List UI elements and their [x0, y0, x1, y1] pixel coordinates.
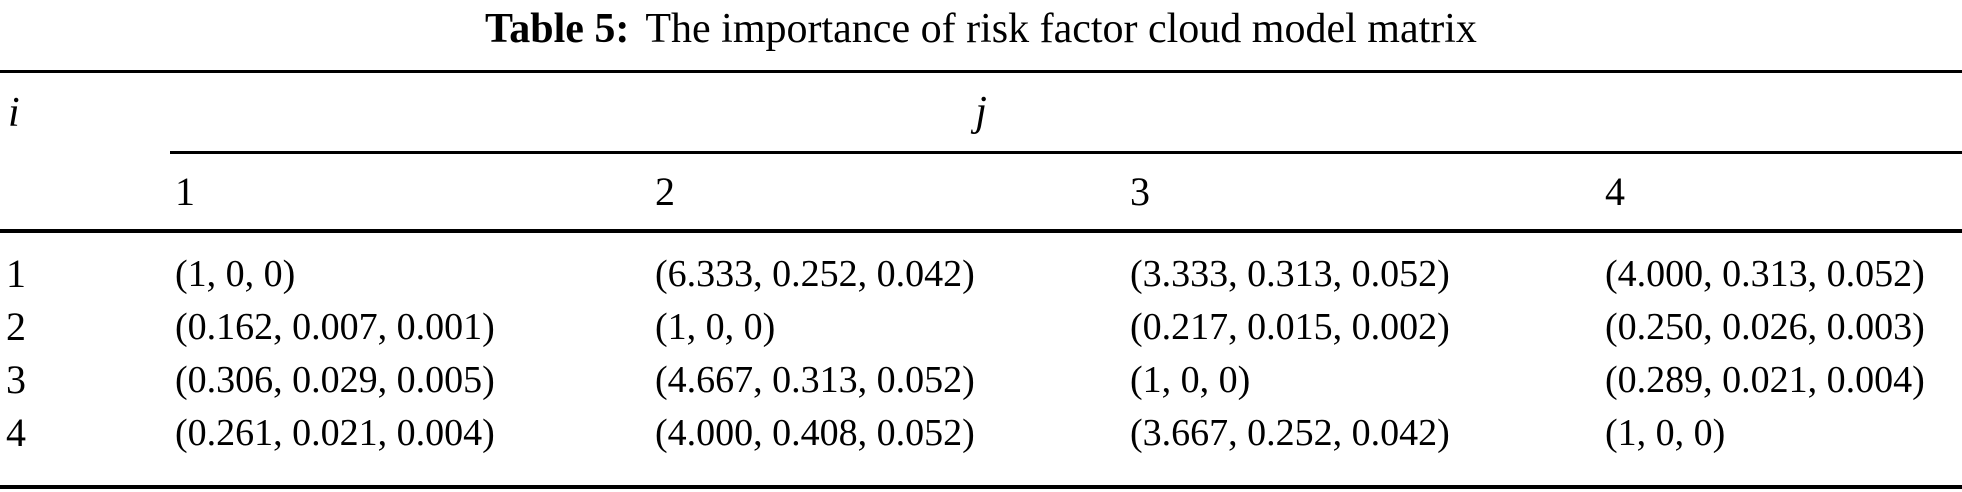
- row-label-4: 4: [6, 410, 26, 455]
- matrix-cell-1-3: (3.333, 0.313, 0.052): [1130, 252, 1450, 295]
- row-label-3: 3: [6, 357, 26, 402]
- matrix-cell-4-4: (1, 0, 0): [1605, 411, 1726, 454]
- table-column-header-row: 1 2 3 4: [0, 152, 1962, 233]
- matrix-cell-1-2: (6.333, 0.252, 0.042): [655, 252, 975, 295]
- matrix-cell-4-2: (4.000, 0.408, 0.052): [655, 411, 975, 454]
- column-header-1: 1: [170, 152, 650, 233]
- risk-factor-cloud-model-matrix-table: i j 1 2 3 4 1 (1, 0, 0) (6.333, 0.252, 0…: [0, 70, 1962, 489]
- table-row: 2 (0.162, 0.007, 0.001) (1, 0, 0) (0.217…: [0, 300, 1962, 353]
- column-header-4: 4: [1600, 152, 1962, 233]
- matrix-cell-1-4: (4.000, 0.313, 0.052): [1605, 252, 1925, 295]
- matrix-cell-1-1: (1, 0, 0): [175, 252, 296, 295]
- table-row: 4 (0.261, 0.021, 0.004) (4.000, 0.408, 0…: [0, 406, 1962, 487]
- column-header-2: 2: [650, 152, 1125, 233]
- table-caption: Table 5: The importance of risk factor cl…: [0, 0, 1962, 70]
- matrix-cell-4-1: (0.261, 0.021, 0.004): [175, 411, 495, 454]
- matrix-cell-3-3: (1, 0, 0): [1130, 358, 1251, 401]
- matrix-cell-3-2: (4.667, 0.313, 0.052): [655, 358, 975, 401]
- matrix-cell-2-3: (0.217, 0.015, 0.002): [1130, 305, 1450, 348]
- table-row: 1 (1, 0, 0) (6.333, 0.252, 0.042) (3.333…: [0, 231, 1962, 300]
- matrix-cell-2-4: (0.250, 0.026, 0.003): [1605, 305, 1925, 348]
- table-group-header-row: i j: [0, 71, 1962, 154]
- table-caption-label: Table 5:: [485, 6, 630, 52]
- header-spacer-cell: [0, 152, 170, 233]
- matrix-cell-2-2: (1, 0, 0): [655, 305, 776, 348]
- row-label-2: 2: [6, 304, 26, 349]
- row-index-header-i: i: [8, 89, 20, 136]
- matrix-cell-2-1: (0.162, 0.007, 0.001): [175, 305, 495, 348]
- matrix-cell-3-1: (0.306, 0.029, 0.005): [175, 358, 495, 401]
- matrix-cell-4-3: (3.667, 0.252, 0.042): [1130, 411, 1450, 454]
- table-caption-text: The importance of risk factor cloud mode…: [645, 6, 1477, 52]
- column-index-header-j: j: [170, 71, 1962, 154]
- matrix-cell-3-4: (0.289, 0.021, 0.004): [1605, 358, 1925, 401]
- row-label-1: 1: [6, 251, 26, 296]
- table-row: 3 (0.306, 0.029, 0.005) (4.667, 0.313, 0…: [0, 353, 1962, 406]
- column-header-3: 3: [1125, 152, 1600, 233]
